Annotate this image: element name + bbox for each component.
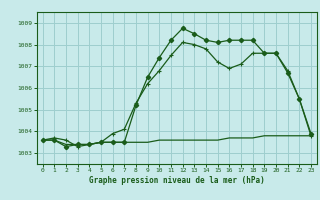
X-axis label: Graphe pression niveau de la mer (hPa): Graphe pression niveau de la mer (hPa) [89, 176, 265, 185]
